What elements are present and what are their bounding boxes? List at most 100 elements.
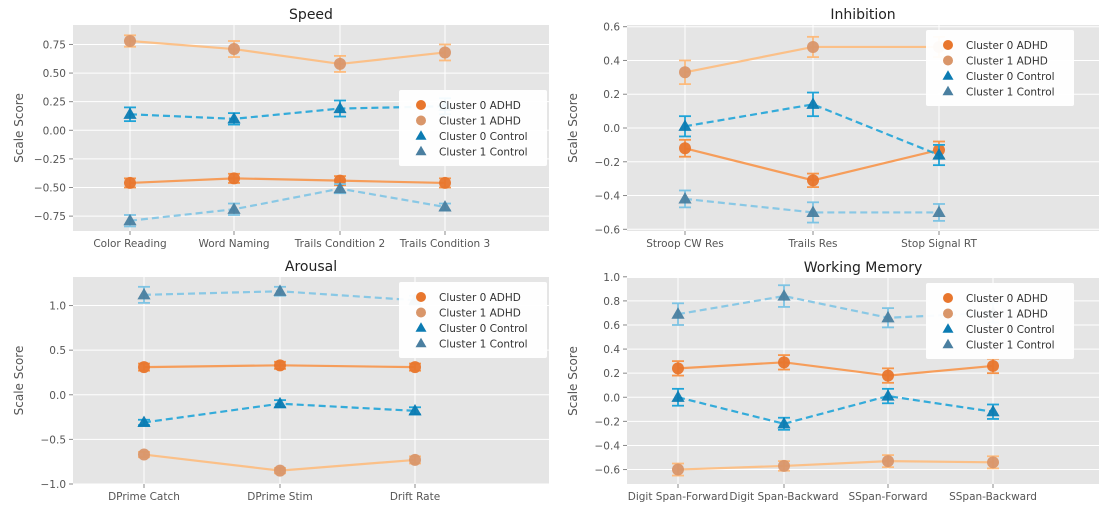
- data-point: [227, 202, 241, 214]
- legend-marker: [415, 130, 427, 140]
- legend-marker: [942, 70, 954, 80]
- data-point: [679, 66, 691, 79]
- x-tick-label: Stroop CW Res: [646, 238, 724, 250]
- legend-label: Cluster 1 Control: [439, 147, 528, 159]
- y-tick-label: −0.6: [595, 224, 621, 236]
- data-point: [274, 464, 286, 477]
- legend-label: Cluster 1 ADHD: [439, 116, 521, 128]
- legend-box: [399, 282, 547, 358]
- y-tick-label: −0.6: [595, 465, 621, 477]
- data-point: [678, 192, 692, 204]
- y-tick-label: −0.75: [34, 211, 66, 223]
- data-point: [333, 181, 347, 194]
- legend-label: Cluster 0 Control: [966, 71, 1055, 83]
- subplot-working-memory: −0.6 −0.4 −0.2 0.0 0.2 0.4 0.6 0.8 1.0 Digit Span…: [566, 260, 1099, 503]
- y-axis-label: Scale Score: [12, 346, 26, 416]
- y-tick-label: −0.2: [595, 157, 621, 169]
- y-tick-label: −0.5: [41, 434, 67, 446]
- data-point: [333, 101, 347, 114]
- data-point: [672, 362, 684, 375]
- legend-label: Cluster 1 Control: [966, 340, 1055, 352]
- data-point: [228, 172, 240, 185]
- y-tick-label: 0.6: [603, 320, 620, 332]
- series-cluster-1-adhd: [124, 34, 451, 73]
- series-line: [684, 197, 939, 214]
- legend: Cluster 0 ADHD Cluster 1 ADHD Cluster 0 Co…: [926, 30, 1074, 106]
- series-cluster-0-control: [137, 396, 422, 427]
- series-cluster-1-control: [678, 189, 946, 224]
- data-point: [987, 359, 999, 372]
- y-tick-label: −0.4: [595, 440, 621, 452]
- x-tick-label: Trails Condition 3: [399, 238, 490, 250]
- y-tick-label: 0.0: [49, 390, 66, 402]
- data-point: [986, 404, 1000, 417]
- y-tick-label: 0.00: [43, 125, 66, 137]
- data-point: [778, 459, 790, 472]
- legend: Cluster 0 ADHD Cluster 1 ADHD Cluster 0 Co…: [926, 283, 1074, 359]
- data-point: [273, 284, 287, 296]
- legend-label: Cluster 1 ADHD: [966, 309, 1048, 321]
- y-tick-label: 1.0: [603, 272, 620, 284]
- data-point: [138, 448, 150, 461]
- legend-label: Cluster 0 Control: [439, 323, 528, 335]
- data-point: [882, 369, 894, 382]
- y-tick-label: −0.25: [34, 154, 66, 166]
- data-point: [881, 389, 895, 401]
- data-point: [807, 174, 819, 187]
- data-point: [438, 200, 452, 212]
- data-point: [227, 112, 241, 124]
- data-point: [409, 361, 421, 374]
- legend-label: Cluster 1 Control: [966, 87, 1055, 99]
- legend-marker: [416, 100, 426, 110]
- chart-title: Working Memory: [804, 260, 923, 276]
- x-tick-label: DPrime Stim: [247, 491, 312, 503]
- data-point: [228, 43, 240, 56]
- y-tick-label: 0.2: [603, 89, 620, 101]
- y-axis-label: Scale Score: [566, 93, 580, 163]
- data-point: [123, 213, 137, 226]
- data-point: [124, 176, 136, 189]
- chart-title: Arousal: [285, 259, 337, 275]
- data-point: [932, 148, 946, 160]
- x-tick-label: Color Reading: [93, 238, 166, 250]
- data-point: [678, 119, 692, 131]
- legend: Cluster 0 ADHD Cluster 1 ADHD Cluster 0 Co…: [399, 90, 547, 166]
- data-point: [671, 390, 685, 402]
- legend-label: Cluster 1 ADHD: [966, 56, 1048, 68]
- series-cluster-1-control: [123, 181, 452, 228]
- x-tick-label: Stop Signal RT: [901, 238, 977, 250]
- data-point: [671, 307, 685, 319]
- legend-label: Cluster 1 ADHD: [439, 308, 521, 320]
- y-tick-label: 0.8: [603, 296, 620, 308]
- legend-marker: [942, 338, 954, 349]
- y-tick-label: −1.0: [41, 479, 67, 491]
- data-point: [807, 40, 819, 53]
- legend-box: [926, 283, 1074, 359]
- legend-marker: [943, 293, 953, 303]
- legend-marker: [943, 55, 953, 66]
- y-tick-label: 0.25: [43, 97, 66, 109]
- series-cluster-1-adhd: [672, 454, 999, 477]
- legend-marker: [942, 85, 954, 96]
- data-point: [274, 359, 286, 372]
- y-axis-label: Scale Score: [566, 346, 580, 416]
- data-point: [124, 35, 136, 48]
- legend-marker: [942, 323, 954, 333]
- data-point: [408, 403, 422, 416]
- data-point: [881, 310, 895, 323]
- data-point: [137, 288, 151, 300]
- series-cluster-0-adhd: [138, 359, 421, 374]
- y-tick-label: 0.4: [603, 344, 620, 356]
- series-line: [129, 187, 446, 222]
- data-point: [334, 57, 346, 70]
- y-tick-label: 0.4: [603, 55, 620, 67]
- x-tick-label: Drift Rate: [390, 491, 440, 503]
- legend-marker: [415, 337, 427, 348]
- legend-box: [926, 30, 1074, 106]
- x-tick-label: Trails Res: [787, 238, 837, 250]
- data-point: [932, 205, 946, 217]
- data-point: [439, 46, 451, 59]
- x-tick-label: DPrime Catch: [108, 491, 180, 503]
- legend-marker: [943, 308, 953, 319]
